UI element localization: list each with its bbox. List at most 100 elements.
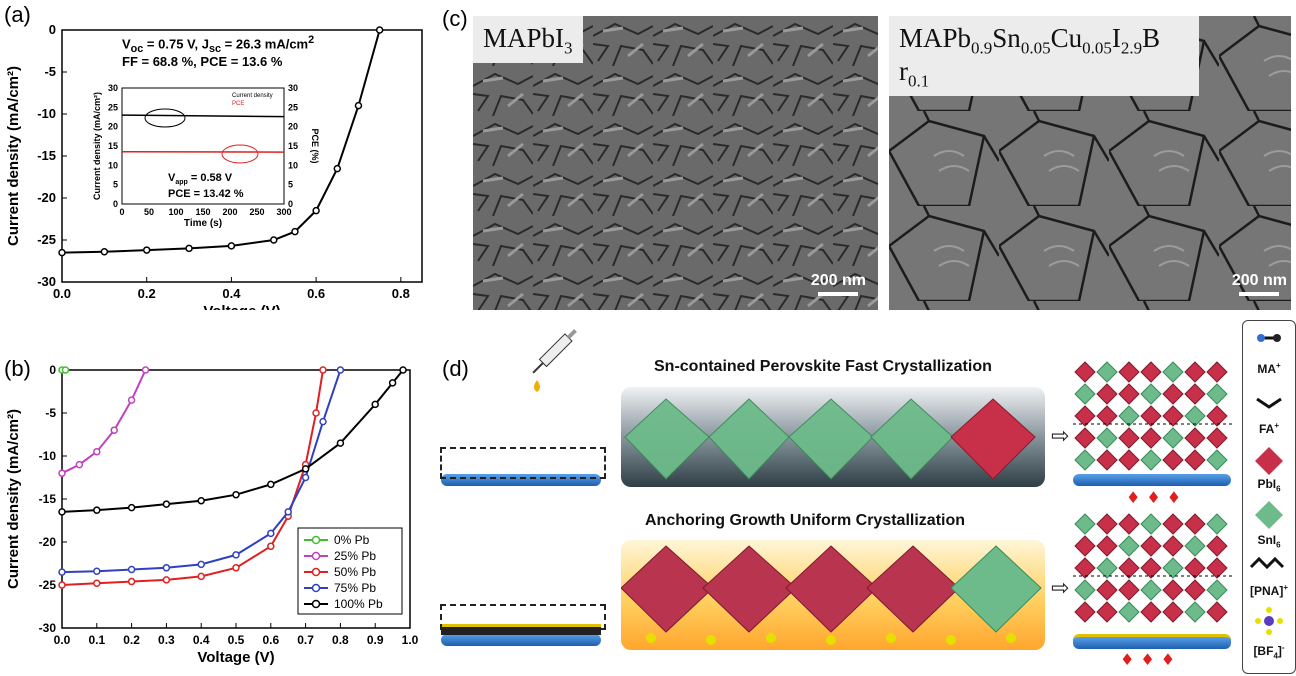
x-tick-label: 0.0 [54,633,71,647]
lattice-octahedron [1140,427,1162,449]
data-point [375,26,384,34]
data-point [232,564,240,572]
sni6-icon [1255,501,1283,534]
inset-y2-tick-label: 15 [288,141,298,151]
data-point [93,506,101,514]
chart-b: 0.0 0.1 0.2 0.3 0.4 0.5 0.6 0.7 0.8 0.9 1.0 0 -5 -10 -… [5,363,419,666]
y-tick-label: -5 [44,64,56,79]
crystal-lattice-bottom [1073,513,1233,623]
inset-x-tick-label: 50 [144,207,154,217]
data-point [227,242,236,250]
legend-ma: MA+ [1257,361,1281,376]
data-point [232,490,240,499]
lattice-octahedron [1184,427,1206,449]
lattice-octahedron [1096,405,1118,427]
data-point [301,473,310,482]
data-point [232,551,240,559]
inset-y-tick-label: 30 [108,83,118,93]
lattice-octahedron [1096,361,1118,383]
y-tick-label: -20 [39,535,57,549]
lattice-octahedron [1096,449,1118,471]
lattice-octahedron [1162,513,1184,535]
data-point [312,206,320,215]
bf4-icon [1255,607,1283,640]
inset-legend-pce: PCE [232,101,244,107]
data-point [127,577,136,586]
sem-image-doped: MAPb0.9Sn0.05Cu0.05I2.9B r0.1 200 nm [889,16,1291,310]
inset-frame [121,87,285,205]
title-fast-crystallization: Sn-contained Perovskite Fast Crystalliza… [654,358,992,375]
data-point [58,508,66,516]
legend-swatch-marker [311,567,321,577]
series-line-1 [61,369,147,475]
data-point [58,568,66,576]
lattice-octahedron [1184,535,1206,557]
lattice-octahedron [1184,361,1206,383]
data-point [267,480,275,489]
legend-b-label: 50% Pb [334,565,376,579]
inset-ellipse-pce [221,144,259,164]
data-point [185,244,193,253]
x-tick-label: 0.1 [88,633,105,647]
data-point [319,366,327,374]
data-point [284,508,292,516]
data-point [197,560,205,569]
lattice-octahedron [1074,361,1096,383]
lattice-octahedron [1162,383,1184,405]
substrate-top-right [1073,474,1231,486]
legend-b: 0% Pb 25% Pb 50% Pb 75% Pb 100% Pb [297,527,403,615]
syringe-icon [532,329,577,392]
lattice-octahedron [1206,449,1228,471]
data-point [61,366,70,374]
inset-y2-tick-label: 5 [288,180,293,190]
data-point [371,400,379,409]
data-point [93,579,101,588]
lattice-octahedron [1118,405,1140,427]
scale-text-right: 200 nm [1231,272,1287,289]
heat-icon-bottom: ♦♦♦ [1120,650,1182,669]
lattice-octahedron [1162,449,1184,471]
data-point [127,396,136,404]
y-tick-label: 0 [49,22,56,37]
lattice-octahedron [1184,557,1206,579]
x-tick-label: 0.4 [193,633,210,647]
annot-ff-pce: FF = 68.8 %, PCE = 13.6 % [122,54,283,69]
sem-label-left: MAPbI3 [473,16,583,64]
lattice-octahedron [1118,535,1140,557]
panel-a-letter: (a) [4,2,31,27]
data-point [336,439,345,447]
data-point [162,576,171,584]
inset-y-tick-label: 25 [108,102,118,112]
substrate-bottom-left [441,634,601,646]
data-point [110,426,118,434]
data-point [336,366,345,374]
data-point [58,581,66,589]
lattice-octahedron [1074,579,1096,601]
y-tick-label: -25 [37,232,56,247]
lattice-octahedron [1074,405,1096,427]
legend-b-label: 100% Pb [334,597,383,611]
x-tick-label: 0.9 [367,633,384,647]
lattice-octahedron [1206,513,1228,535]
y-tick-label: -20 [37,190,56,205]
data-point [312,409,320,417]
data-point [162,500,171,508]
lattice-octahedron [1162,427,1184,449]
sem-image-mapbi3: MAPbI3 200 nm [473,16,878,310]
data-point [267,529,275,538]
x-tick-label: 0.2 [123,633,140,647]
lattice-octahedron [1118,557,1140,579]
inset-pce: PCE = 13.42 % [168,188,244,200]
lattice-octahedron [1118,383,1140,405]
lattice-octahedron [1162,405,1184,427]
pna-icon [1249,555,1289,578]
x-tick-label: 0.7 [297,633,314,647]
fa-icon [1255,395,1283,414]
data-point [197,572,205,581]
data-point [75,460,84,469]
lattice-octahedron [1162,557,1184,579]
inset-vapp-sub: app [175,179,187,186]
data-point [93,447,101,456]
inset-y2-label: PCE (%) [310,128,320,163]
legend-b-label: 75% Pb [334,581,376,595]
